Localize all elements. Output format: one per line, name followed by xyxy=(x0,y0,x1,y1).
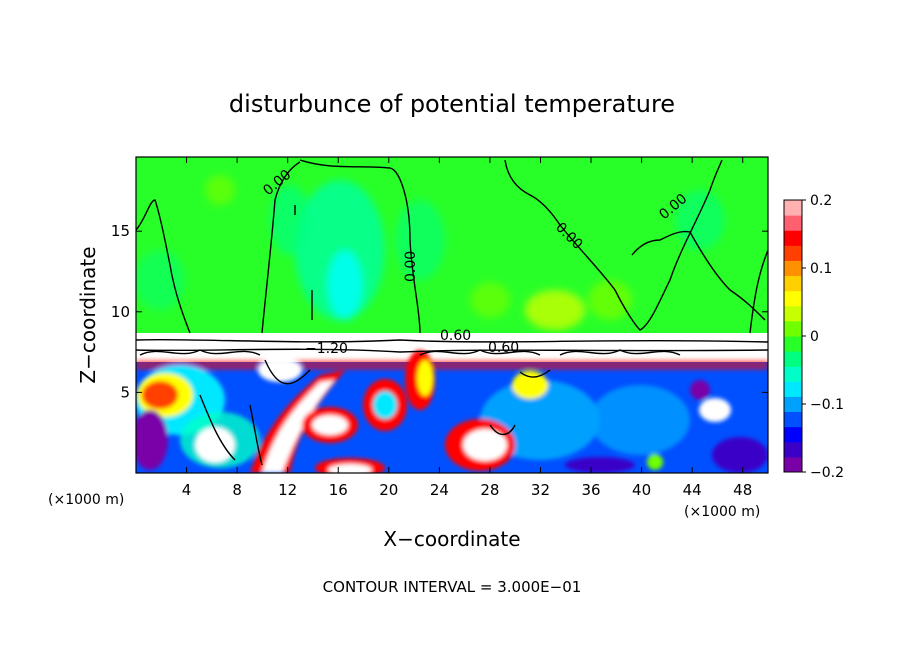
x-tick-label: 32 xyxy=(531,481,550,499)
contour-label: 0.00 xyxy=(403,251,419,282)
x-axis-label: X−coordinate xyxy=(383,527,520,551)
y-tick-label: 10 xyxy=(111,303,130,321)
x-tick-label: 44 xyxy=(683,481,702,499)
colorbar-tick-label: 0 xyxy=(810,329,819,345)
contour-label: −1.20 xyxy=(305,341,348,357)
colorbar-swatch xyxy=(784,200,802,216)
colorbar-swatch xyxy=(784,411,802,428)
colorbar-swatch xyxy=(784,230,802,246)
colorbar-swatch xyxy=(784,366,802,382)
x-unit-label: (×1000 m) xyxy=(48,492,124,508)
colorbar-swatch xyxy=(784,441,802,458)
x-tick-label: 4 xyxy=(182,481,192,499)
x-tick-label: 48 xyxy=(733,481,752,499)
x-tick-label: 28 xyxy=(480,481,499,499)
colorbar-swatch xyxy=(784,351,802,367)
upper-field xyxy=(136,157,768,335)
y-tick-label: 15 xyxy=(111,222,130,240)
colorbar-tick-label: 0.2 xyxy=(810,193,832,209)
colorbar-swatch xyxy=(784,260,802,277)
colorbar-swatch xyxy=(784,320,802,337)
colorbar-swatch xyxy=(784,426,802,443)
x-tick-label: 16 xyxy=(329,481,348,499)
x-tick-label: 12 xyxy=(278,481,297,499)
x-tick-label: 40 xyxy=(632,481,651,499)
colorbar-swatch xyxy=(784,336,802,352)
contour-label: 0.60 xyxy=(488,340,519,356)
contour-lines xyxy=(136,159,768,466)
colorbar-swatch xyxy=(784,456,802,473)
colorbar-swatch xyxy=(784,305,802,322)
colorbar-swatch xyxy=(784,275,802,292)
colorbar-swatch xyxy=(784,245,802,261)
plot-area: 0.00 0.00 0.00 0.00 −1.20 0.60 0.60 xyxy=(136,157,768,473)
y-axis-label: Z−coordinate xyxy=(76,246,100,383)
colorbar-swatch xyxy=(784,396,802,413)
x-unit-label-right: (×1000 m) xyxy=(684,504,760,520)
x-tick-label: 36 xyxy=(581,481,600,499)
colorbar-swatch xyxy=(784,215,802,231)
upper-field-texture xyxy=(136,175,725,330)
x-tick-label: 8 xyxy=(232,481,242,499)
colorbar-tick-label: −0.1 xyxy=(810,397,844,413)
contour-interval-note: CONTOUR INTERVAL = 3.000E−01 xyxy=(323,578,582,596)
colorbar-tick-label: −0.2 xyxy=(810,465,844,481)
colorbar: 0.2 0.1 0 −0.1 −0.2 xyxy=(783,193,844,481)
colorbar-tick-label: 0.1 xyxy=(810,261,832,277)
x-tick-label: 20 xyxy=(379,481,398,499)
transition-band xyxy=(136,333,768,363)
x-tick-label: 24 xyxy=(430,481,449,499)
y-tick-label: 5 xyxy=(120,383,130,401)
contour-label: 0.60 xyxy=(440,328,471,344)
plot-frame xyxy=(135,156,769,474)
colorbar-swatch xyxy=(784,381,802,397)
colorbar-swatch xyxy=(784,290,802,307)
chart-title: disturbunce of potential temperature xyxy=(229,90,675,118)
lower-field-texture xyxy=(136,350,768,473)
